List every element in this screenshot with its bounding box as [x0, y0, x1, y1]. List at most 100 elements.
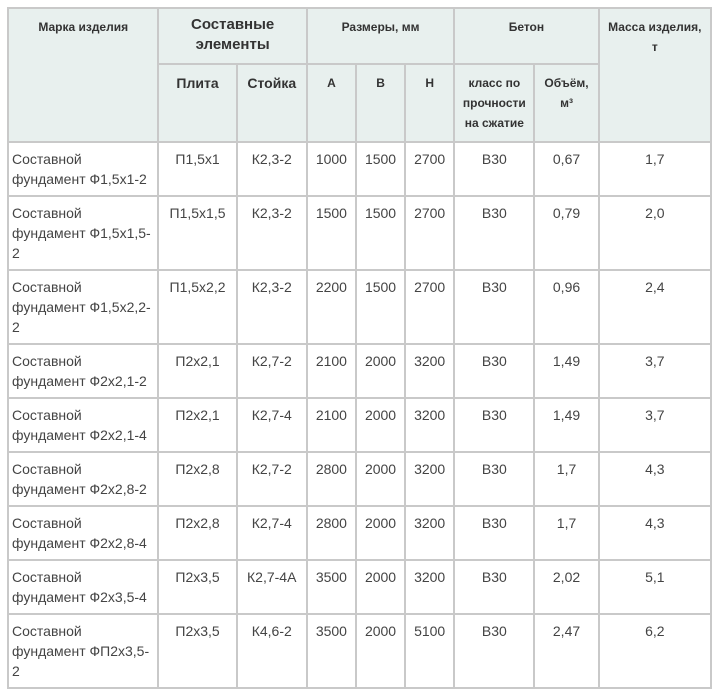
table-row: Составной фундамент Ф1,5х1,5-2 П1,5х1,5 К2… — [9, 197, 710, 269]
cell-column: К4,6-2 — [237, 615, 306, 687]
cell-plate: П1,5х2,2 — [159, 271, 236, 343]
cell-plate: П2х2,8 — [159, 453, 236, 505]
cell-size-b: 1500 — [356, 271, 405, 343]
cell-size-h: 3200 — [406, 399, 454, 451]
header-plate: Плита — [159, 65, 236, 141]
cell-strength-class: В30 — [455, 615, 534, 687]
table-row: Составной фундамент Ф1,5х1-2 П1,5х1 К2,3-2… — [9, 143, 710, 195]
cell-mass: 3,7 — [599, 399, 710, 451]
cell-mass: 1,7 — [599, 143, 710, 195]
cell-mark: Составной фундамент Ф2х3,5-4 — [9, 561, 158, 613]
cell-size-b: 1500 — [356, 143, 405, 195]
cell-column: К2,7-4А — [237, 561, 306, 613]
cell-mass: 6,2 — [599, 615, 710, 687]
cell-volume: 2,02 — [535, 561, 598, 613]
header-elements: Составные элементы — [159, 9, 306, 63]
cell-mark: Составной фундамент Ф1,5х1,5-2 — [9, 197, 158, 269]
cell-plate: П2х2,1 — [159, 345, 236, 397]
cell-column: К2,3-2 — [237, 143, 306, 195]
cell-plate: П2х2,8 — [159, 507, 236, 559]
cell-size-a: 1000 — [307, 143, 355, 195]
cell-mass: 5,1 — [599, 561, 710, 613]
cell-size-b: 1500 — [356, 197, 405, 269]
cell-column: К2,7-4 — [237, 399, 306, 451]
cell-volume: 1,49 — [535, 399, 598, 451]
header-sizes: Размеры, мм — [307, 9, 454, 63]
cell-size-h: 3200 — [406, 507, 454, 559]
cell-mark: Составной фундамент Ф2х2,8-2 — [9, 453, 158, 505]
header-column: Стойка — [237, 65, 306, 141]
cell-size-b: 2000 — [356, 399, 405, 451]
cell-volume: 1,49 — [535, 345, 598, 397]
cell-strength-class: В30 — [455, 453, 534, 505]
cell-volume: 2,47 — [535, 615, 598, 687]
cell-size-b: 2000 — [356, 507, 405, 559]
cell-strength-class: В30 — [455, 507, 534, 559]
table-row: Составной фундамент ФП2х3,5-2 П2х3,5 К4,6-… — [9, 615, 710, 687]
cell-volume: 1,7 — [535, 453, 598, 505]
cell-strength-class: В30 — [455, 143, 534, 195]
cell-mark: Составной фундамент Ф2х2,8-4 — [9, 507, 158, 559]
cell-volume: 0,96 — [535, 271, 598, 343]
cell-size-b: 2000 — [356, 615, 405, 687]
table-row: Составной фундамент Ф2х2,1-4 П2х2,1 К2,7-4… — [9, 399, 710, 451]
cell-size-a: 1500 — [307, 197, 355, 269]
cell-size-h: 3200 — [406, 345, 454, 397]
header-volume: Объём, м³ — [535, 65, 598, 141]
cell-strength-class: В30 — [455, 345, 534, 397]
cell-volume: 0,79 — [535, 197, 598, 269]
cell-size-h: 2700 — [406, 197, 454, 269]
cell-plate: П1,5х1,5 — [159, 197, 236, 269]
cell-size-h: 3200 — [406, 561, 454, 613]
table-row: Составной фундамент Ф2х3,5-4 П2х3,5 К2,7-4… — [9, 561, 710, 613]
header-b: В — [356, 65, 405, 141]
cell-volume: 1,7 — [535, 507, 598, 559]
cell-mark: Составной фундамент Ф1,5х2,2-2 — [9, 271, 158, 343]
header-a: А — [307, 65, 355, 141]
cell-strength-class: В30 — [455, 271, 534, 343]
cell-size-a: 2100 — [307, 345, 355, 397]
cell-column: К2,3-2 — [237, 197, 306, 269]
cell-mass: 4,3 — [599, 453, 710, 505]
cell-mark: Составной фундамент Ф1,5х1-2 — [9, 143, 158, 195]
cell-size-b: 2000 — [356, 345, 405, 397]
cell-size-b: 2000 — [356, 453, 405, 505]
cell-plate: П1,5х1 — [159, 143, 236, 195]
table-row: Составной фундамент Ф2х2,1-2 П2х2,1 К2,7-2… — [9, 345, 710, 397]
cell-size-h: 5100 — [406, 615, 454, 687]
cell-strength-class: В30 — [455, 197, 534, 269]
cell-size-a: 3500 — [307, 561, 355, 613]
cell-strength-class: В30 — [455, 399, 534, 451]
cell-mass: 2,0 — [599, 197, 710, 269]
cell-plate: П2х3,5 — [159, 561, 236, 613]
cell-plate: П2х2,1 — [159, 399, 236, 451]
cell-mass: 4,3 — [599, 507, 710, 559]
cell-size-a: 2800 — [307, 453, 355, 505]
cell-size-a: 2100 — [307, 399, 355, 451]
cell-size-h: 2700 — [406, 271, 454, 343]
cell-column: К2,7-2 — [237, 453, 306, 505]
cell-size-a: 3500 — [307, 615, 355, 687]
header-h: Н — [406, 65, 454, 141]
header-strength: класс по прочности на сжатие — [455, 65, 534, 141]
cell-size-a: 2200 — [307, 271, 355, 343]
table-row: Составной фундамент Ф2х2,8-2 П2х2,8 К2,7-2… — [9, 453, 710, 505]
cell-mark: Составной фундамент Ф2х2,1-4 — [9, 399, 158, 451]
cell-volume: 0,67 — [535, 143, 598, 195]
table-row: Составной фундамент Ф1,5х2,2-2 П1,5х2,2 К2… — [9, 271, 710, 343]
cell-mark: Составной фундамент ФП2х3,5-2 — [9, 615, 158, 687]
cell-column: К2,7-2 — [237, 345, 306, 397]
header-concrete: Бетон — [455, 9, 598, 63]
cell-size-h: 2700 — [406, 143, 454, 195]
header-mark: Марка изделия — [9, 9, 158, 141]
cell-size-a: 2800 — [307, 507, 355, 559]
cell-plate: П2х3,5 — [159, 615, 236, 687]
cell-strength-class: В30 — [455, 561, 534, 613]
cell-mass: 3,7 — [599, 345, 710, 397]
foundations-table: Марка изделия Составные элементы Размеры… — [7, 7, 712, 689]
cell-mark: Составной фундамент Ф2х2,1-2 — [9, 345, 158, 397]
cell-mass: 2,4 — [599, 271, 710, 343]
cell-column: К2,3-2 — [237, 271, 306, 343]
cell-column: К2,7-4 — [237, 507, 306, 559]
table-row: Составной фундамент Ф2х2,8-4 П2х2,8 К2,7-4… — [9, 507, 710, 559]
